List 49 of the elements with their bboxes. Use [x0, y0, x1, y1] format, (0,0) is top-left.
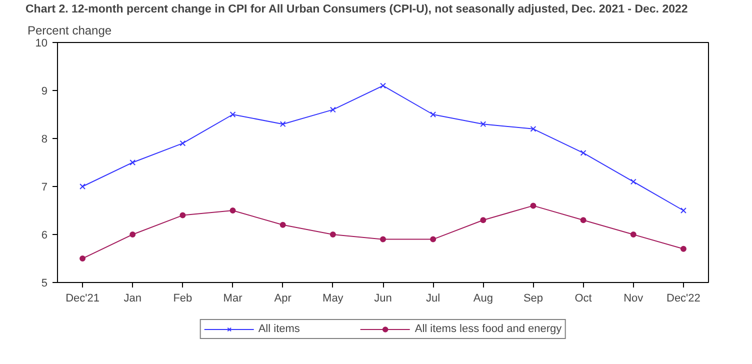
- point: [80, 256, 86, 262]
- point: [230, 208, 236, 214]
- point: [430, 112, 436, 118]
- point: [530, 202, 536, 209]
- x-tick-label: Dec'21: [66, 292, 100, 304]
- y-tick-label: 8: [41, 134, 48, 146]
- y-tick-label: 7: [41, 182, 48, 194]
- legend-label: All items: [258, 323, 300, 335]
- point: [130, 160, 136, 166]
- point: [630, 178, 636, 185]
- point: [180, 212, 186, 218]
- point: [380, 236, 386, 242]
- point: [480, 217, 486, 224]
- point: [280, 121, 286, 128]
- point: [430, 236, 436, 242]
- point: [580, 150, 586, 156]
- y-tick-label: 10: [35, 38, 48, 50]
- x-tick-label: Dec'22: [666, 292, 700, 304]
- x-tick-label: Jan: [124, 292, 142, 304]
- x-tick-label: Feb: [173, 292, 192, 304]
- chart-title: Chart 2. 12-month percent change in CPI for All Urban Consumers (CPI-U), not seasonally adjusted, Dec. 2021 - Dec. 2022: [26, 4, 688, 16]
- point: [80, 184, 86, 190]
- point: [130, 232, 136, 238]
- point: [280, 222, 286, 228]
- y-tick-label: 5: [41, 278, 48, 290]
- x-tick-label: May: [322, 292, 344, 304]
- y-axis-title: Percent change: [28, 24, 112, 38]
- point: [230, 112, 236, 118]
- x-tick-label: Apr: [274, 292, 292, 304]
- point: [480, 121, 486, 128]
- point: [630, 232, 636, 238]
- x-tick-label: Oct: [574, 292, 592, 304]
- x-tick-label: Jul: [426, 292, 440, 304]
- y-tick-label: 6: [41, 230, 48, 242]
- point: [580, 217, 586, 224]
- x-tick-label: Mar: [223, 292, 243, 304]
- point: [330, 106, 336, 113]
- point: [680, 246, 686, 252]
- y-tick-label: 9: [41, 86, 48, 98]
- x-tick-label: Nov: [624, 292, 644, 304]
- point: [530, 126, 536, 132]
- x-tick-label: Jun: [374, 292, 392, 304]
- x-tick-label: Aug: [473, 292, 493, 304]
- point: [330, 232, 336, 238]
- point: [680, 208, 686, 214]
- legend-label: All items less food and energy: [414, 323, 562, 335]
- point: [180, 140, 186, 146]
- x-tick-label: Sep: [523, 292, 544, 304]
- point: [380, 82, 386, 89]
